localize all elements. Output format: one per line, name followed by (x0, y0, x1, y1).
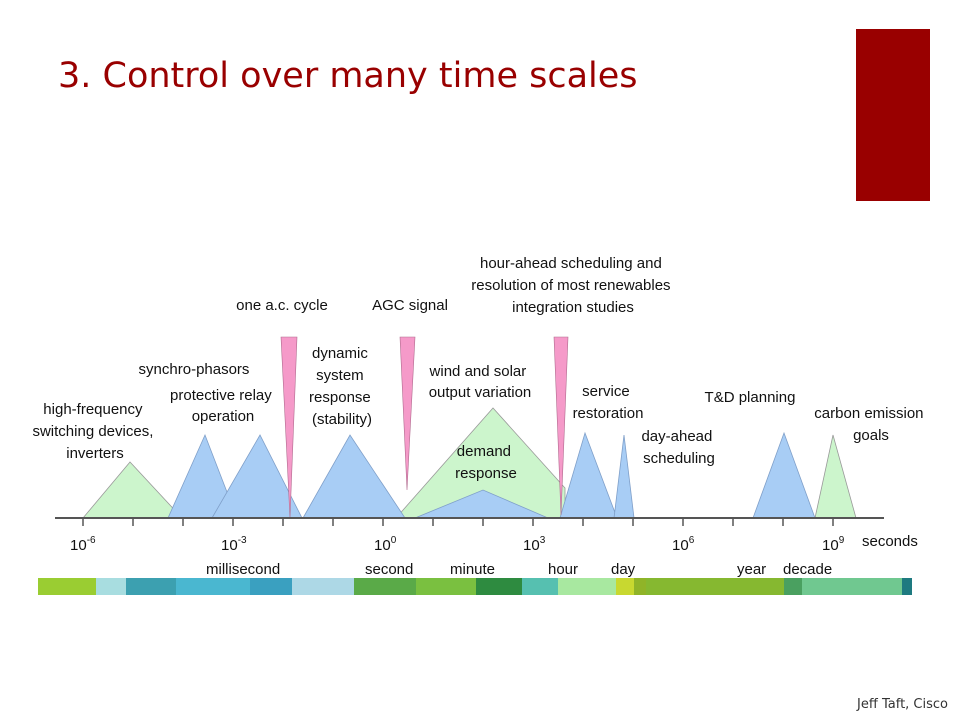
scale-label-hour: hour (548, 561, 578, 578)
color-strip (38, 578, 912, 595)
day-ahead-label: day-ahead scheduling (641, 428, 716, 467)
dynamic-response-label: dynamic system response (stability) (309, 345, 375, 428)
scale-label-minute: minute (450, 561, 495, 578)
high-frequency-triangle (82, 461, 183, 519)
day-ahead-triangle (613, 434, 635, 519)
agc-signal-spike (399, 336, 416, 491)
td-planning-label: T&D planning (705, 389, 796, 406)
high-frequency-label: high-frequency switching devices, invert… (32, 401, 157, 462)
tick-label: 103 (523, 535, 546, 554)
td-planning-triangle (752, 431, 816, 519)
scale-label-millisecond: millisecond (206, 561, 280, 578)
tick-label: 100 (374, 535, 397, 554)
demand-response-label: demand response (455, 443, 517, 482)
service-restoration-triangle (559, 431, 618, 519)
agc-signal-label: AGC signal (372, 297, 448, 314)
scale-label-second: second (365, 561, 413, 578)
ac-cycle-label: one a.c. cycle (236, 297, 328, 314)
slide-title: 3. Control over many time scales (58, 56, 638, 96)
axis-ticks (82, 518, 834, 526)
accent-bar (856, 29, 930, 201)
synchro-phasors-label: synchro-phasors (139, 361, 250, 378)
dynamic-response-triangle (302, 434, 406, 519)
protective-relay-label: protective relay operation (170, 387, 276, 425)
wind-solar-label: wind and solar output variation (429, 363, 532, 401)
hour-ahead-label: hour-ahead scheduling and resolution of … (471, 255, 674, 316)
service-restoration-label: service restoration (573, 383, 644, 422)
tick-label: 10-6 (70, 535, 96, 554)
tick-label: 109 (822, 535, 845, 554)
axis-unit-label: seconds (862, 533, 918, 550)
carbon-goals-triangle (814, 434, 857, 519)
credit-text: Jeff Taft, Cisco (857, 697, 948, 712)
scale-label-decade: decade (783, 561, 832, 578)
carbon-goals-label: carbon emission goals (814, 405, 927, 444)
scale-label-year: year (737, 561, 766, 578)
tick-label: 10-3 (221, 535, 247, 554)
tick-label: 106 (672, 535, 695, 554)
scale-label-day: day (611, 561, 636, 578)
ac-cycle-spike (280, 336, 298, 519)
hour-ahead-spike (553, 336, 569, 516)
